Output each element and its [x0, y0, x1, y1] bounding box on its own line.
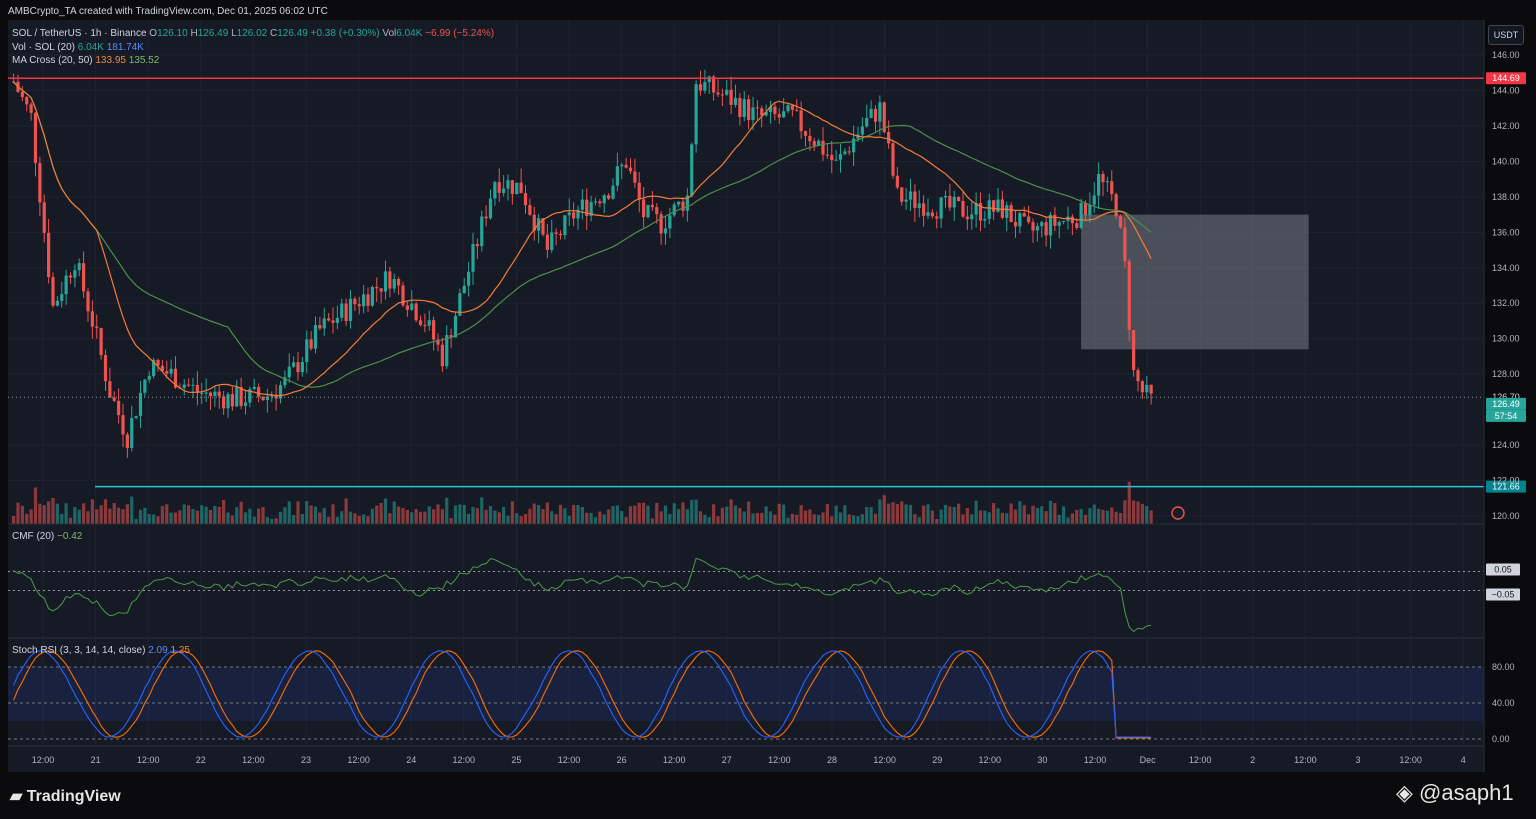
change-value: +0.38 (+0.30%) [310, 28, 380, 39]
chart-credit: AMBCrypto_TA created with TradingView.co… [8, 6, 328, 17]
stoch-d-line [13, 650, 1152, 739]
time-tick: 30 [1037, 755, 1047, 765]
price-tick: 142.00 [1492, 121, 1520, 131]
volume-legend[interactable]: Vol · SOL (20) 6.04K 181.74K [12, 42, 144, 53]
price-tick: 146.00 [1492, 50, 1520, 60]
open-value: 126.10 [157, 28, 188, 39]
price-tick: 122.00 [1492, 476, 1520, 486]
cmf-legend[interactable]: CMF (20) −0.42 [12, 531, 83, 542]
low-value: 126.02 [236, 28, 268, 39]
time-tick: 12:00 [137, 755, 160, 765]
tradingview-logo-icon: ▰ [10, 788, 23, 805]
tradingview-logo[interactable]: ▰ TradingView [10, 788, 121, 805]
resistance-badge: 144.69 [1492, 73, 1520, 83]
cmf-line [13, 557, 1152, 633]
time-tick: 12:00 [768, 755, 791, 765]
time-tick: 12:00 [1084, 755, 1107, 765]
last-price-badge-bg [1486, 397, 1526, 410]
high-value: 126.49 [197, 28, 229, 39]
time-tick: 12:00 [663, 755, 686, 765]
price-tick: 124.00 [1492, 440, 1520, 450]
time-tick: 12:00 [1294, 755, 1317, 765]
stoch-rsi-legend[interactable]: Stoch RSI (3, 3, 14, 14, close) 2.09 1.2… [12, 645, 190, 656]
stoch-tick: 0.00 [1492, 734, 1510, 744]
price-tick: 140.00 [1492, 156, 1520, 166]
vol-value: 6.04K [396, 28, 423, 39]
stoch-band [8, 667, 1484, 721]
price-tick: 128.00 [1492, 369, 1520, 379]
diamond-icon: ◈ [1396, 780, 1413, 805]
resistance-badge-bg [1486, 72, 1526, 85]
cmf-upper-badge: 0.05 [1494, 565, 1512, 575]
symbol-name[interactable]: SOL / TetherUS · 1h · Binance [12, 28, 147, 39]
watermark: ◈ @asaph1 [1396, 780, 1514, 805]
currency-button[interactable]: USDT [1488, 25, 1524, 45]
time-tick: 26 [617, 755, 627, 765]
price-tick: 130.00 [1492, 334, 1520, 344]
close-value: 126.49 [277, 28, 308, 39]
time-tick: 12:00 [347, 755, 370, 765]
time-tick: 4 [1461, 755, 1466, 765]
price-tick: 144.00 [1492, 85, 1520, 95]
time-tick: 27 [722, 755, 732, 765]
time-tick: 12:00 [242, 755, 265, 765]
stoch-k-line [13, 650, 1152, 738]
price-tick: 134.00 [1492, 263, 1520, 273]
time-tick: 12:00 [558, 755, 581, 765]
time-tick: 21 [91, 755, 101, 765]
time-tick: 12:00 [1189, 755, 1212, 765]
time-tick: 29 [932, 755, 942, 765]
time-tick: 12:00 [873, 755, 896, 765]
support-badge: 121.66 [1492, 482, 1520, 492]
time-tick: 28 [827, 755, 837, 765]
candles [12, 69, 1153, 459]
time-tick: 2 [1250, 755, 1255, 765]
cmf-lower-badge-bg [1486, 588, 1520, 601]
price-tick: 120.00 [1492, 511, 1520, 521]
time-tick: 23 [301, 755, 311, 765]
stoch-tick: 80.00 [1492, 662, 1515, 672]
footer [0, 772, 1536, 819]
time-tick: 3 [1355, 755, 1360, 765]
vol-change-value: −6.99 (−5.24%) [425, 28, 495, 39]
symbol-legend: SOL / TetherUS · 1h · Binance O126.10 H1… [12, 28, 495, 39]
price-tick: 138.00 [1492, 192, 1520, 202]
time-tick: 12:00 [32, 755, 55, 765]
time-tick: 12:00 [453, 755, 476, 765]
alert-icon[interactable] [1171, 506, 1185, 520]
time-tick: Dec [1140, 755, 1157, 765]
ma-cross-legend[interactable]: MA Cross (20, 50) 133.95 135.52 [12, 55, 160, 66]
price-tick: 132.00 [1492, 298, 1520, 308]
ma50-line [13, 81, 1152, 388]
countdown-badge: 57:54 [1495, 411, 1518, 421]
time-tick: 22 [196, 755, 206, 765]
dotted-level-badge: 126.70 [1492, 392, 1520, 402]
countdown-badge-bg [1486, 409, 1526, 422]
cmf-lower-badge: −0.05 [1492, 590, 1515, 600]
support-badge-bg [1486, 480, 1526, 493]
last-price-badge: 126.49 [1492, 399, 1520, 409]
time-tick: 25 [511, 755, 521, 765]
ma20-line [13, 81, 1152, 397]
time-tick: 12:00 [1399, 755, 1422, 765]
price-tick: 136.00 [1492, 227, 1520, 237]
time-tick: 12:00 [979, 755, 1002, 765]
volume-bars [12, 481, 1153, 524]
supply-zone [1081, 214, 1309, 350]
stoch-tick: 40.00 [1492, 698, 1515, 708]
chart-area [8, 20, 1484, 772]
time-tick: 24 [406, 755, 416, 765]
cmf-upper-badge-bg [1486, 563, 1520, 576]
